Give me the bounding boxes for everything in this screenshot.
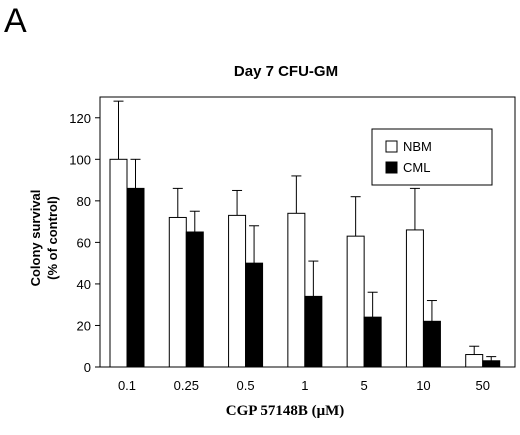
bar-cml-1 <box>304 295 323 368</box>
x-tick-label: 0.25 <box>174 378 199 393</box>
x-tick-label: 5 <box>361 378 368 393</box>
bar-nbm-0.5 <box>228 214 247 368</box>
y-tick-label: 40 <box>77 277 91 292</box>
bars <box>109 100 501 368</box>
y-tick-label: 100 <box>69 152 91 167</box>
y-tick-label: 20 <box>77 318 91 333</box>
y-axis-ticks: 0 20 40 60 80 100 120 <box>69 111 100 375</box>
y-axis-label-line1: Colony survival <box>28 190 43 287</box>
y-axis-label-line2: (% of control) <box>45 196 60 280</box>
chart-title: Day 7 CFU-GM <box>234 63 338 80</box>
legend-label-cml: CML <box>403 160 430 175</box>
bar-nbm-1 <box>287 212 306 368</box>
x-tick-label: 0.5 <box>237 378 255 393</box>
legend-swatch-nbm <box>385 140 398 153</box>
legend: NBM CML <box>371 128 493 186</box>
bar-cml-50 <box>482 360 501 368</box>
x-axis-label: CGP 57148B (μM) <box>226 403 345 419</box>
bar-cml-0.1 <box>126 187 145 368</box>
legend-swatch-cml <box>385 161 398 174</box>
bar-nbm-50 <box>465 354 484 368</box>
x-tick-label: 50 <box>475 378 489 393</box>
y-tick-label: 60 <box>77 235 91 250</box>
bar-nbm-0.25 <box>168 216 187 368</box>
bar-cml-10 <box>422 320 441 368</box>
legend-box <box>371 128 493 186</box>
x-tick-label: 0.1 <box>118 378 136 393</box>
panel-letter: A <box>4 2 27 40</box>
y-tick-label: 0 <box>84 360 91 375</box>
bar-nbm-0.1 <box>109 158 128 368</box>
bar-cml-0.25 <box>185 231 204 368</box>
bar-nbm-10 <box>405 229 424 368</box>
y-tick-label: 120 <box>69 111 91 126</box>
x-tick-label: 1 <box>301 378 308 393</box>
bar-cml-5 <box>363 316 382 368</box>
bar-nbm-5 <box>346 235 365 368</box>
x-tick-label: 10 <box>416 378 430 393</box>
bar-cml-0.5 <box>245 262 264 368</box>
y-tick-label: 80 <box>77 194 91 209</box>
legend-label-nbm: NBM <box>403 139 432 154</box>
x-axis-tick-labels: 0.1 0.25 0.5 1 5 10 50 <box>118 378 490 393</box>
